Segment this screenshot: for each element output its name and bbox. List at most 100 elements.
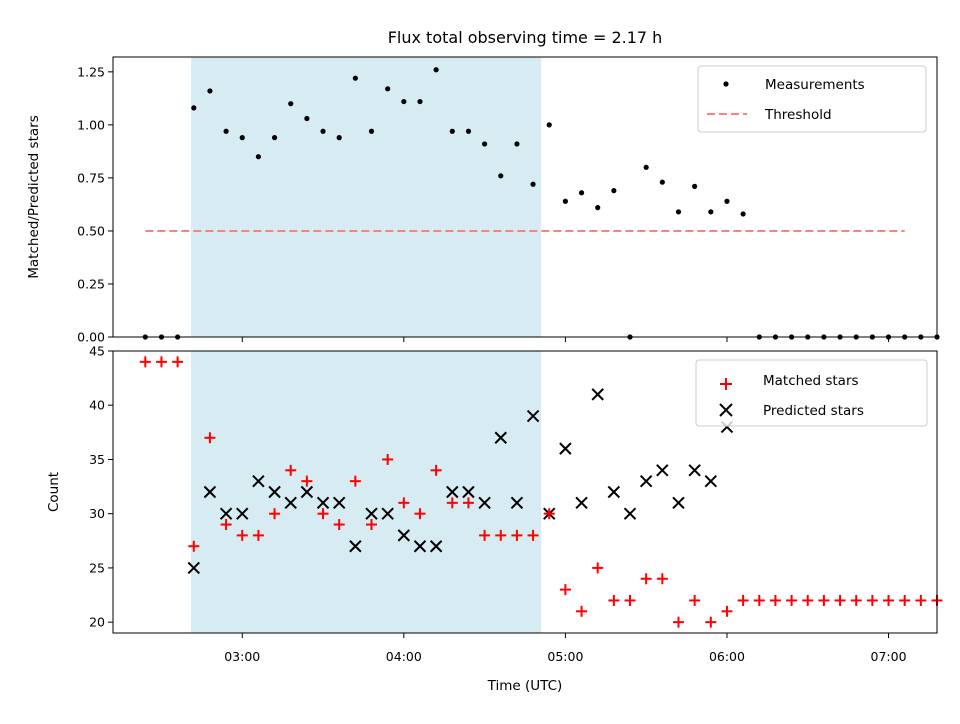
matched-star-marker: [818, 594, 830, 606]
top-ylabel: Matched/Predicted stars: [26, 115, 42, 278]
legend-threshold: Threshold: [764, 107, 832, 123]
legend-predicted-marker: [719, 403, 733, 417]
matched-star-marker: [915, 594, 927, 606]
ytick-label: 20: [89, 615, 105, 630]
xtick-label: 05:00: [547, 649, 583, 664]
predicted-star-marker: [236, 507, 249, 520]
matched-star-marker: [721, 605, 733, 617]
matched-star-marker: [382, 453, 394, 465]
matched-star-marker: [834, 594, 846, 606]
matched-star-marker: [317, 508, 329, 520]
matched-star-marker: [430, 464, 442, 476]
matched-star-marker: [543, 508, 555, 520]
measurement-point: [191, 105, 197, 111]
measurement-point: [643, 164, 649, 170]
matched-star-marker: [333, 519, 345, 531]
ytick-label: 0.50: [77, 223, 105, 238]
matched-star-marker: [899, 594, 911, 606]
matched-star-marker: [866, 594, 878, 606]
matched-star-marker: [269, 508, 281, 520]
bottom-legend: Matched stars Predicted stars: [695, 359, 928, 427]
measurement-point: [223, 128, 229, 134]
matched-star-marker: [689, 594, 701, 606]
ytick-label: 1.00: [77, 117, 105, 132]
matched-star-marker: [236, 529, 248, 541]
predicted-star-marker: [688, 464, 701, 477]
measurement-point: [482, 141, 488, 147]
predicted-star-marker: [672, 496, 685, 510]
matched-star-marker: [527, 529, 539, 541]
predicted-star-marker: [365, 507, 378, 520]
measurement-point: [611, 188, 617, 194]
measurement-point: [417, 98, 423, 105]
measurement-point: [352, 75, 358, 81]
predicted-star-marker: [462, 485, 475, 499]
ytick-label: 25: [89, 560, 105, 575]
measurement-point: [595, 205, 601, 211]
matched-star-marker: [414, 508, 426, 520]
ytick-label: 0.75: [77, 170, 105, 185]
bottom-xlabel: Time (UTC): [487, 678, 563, 694]
chart-title: Flux total observing time = 2.17 h: [388, 28, 663, 47]
matched-star-marker: [883, 594, 895, 606]
measurement-point: [304, 115, 310, 122]
ytick-label: 30: [89, 506, 105, 521]
predicted-star-marker: [526, 409, 540, 423]
matched-star-marker: [672, 616, 684, 628]
predicted-star-marker: [268, 485, 281, 499]
predicted-star-marker: [252, 474, 265, 488]
matched-star-marker: [479, 529, 491, 541]
xtick-label: 03:00: [224, 649, 260, 664]
matched-star-marker: [349, 475, 361, 487]
bottom-panel: 20 25 30 35 40 45 03:00 04:00 05:00 06:00 07:00 C…: [46, 344, 943, 694]
matched-star-marker: [204, 432, 216, 444]
measurement-point: [708, 209, 714, 215]
matched-star-marker: [252, 529, 264, 541]
measurement-point: [498, 173, 504, 179]
legend-matched-marker: [720, 378, 732, 390]
measurement-point: [465, 128, 472, 134]
xtick-label: 07:00: [871, 649, 907, 664]
predicted-star-marker: [559, 442, 572, 455]
ytick-label: 40: [89, 398, 105, 413]
bottom-axes-frame: [112, 350, 938, 634]
measurement-point: [546, 122, 552, 128]
matched-star-marker: [285, 464, 297, 476]
predicted-star-marker: [284, 496, 297, 510]
measurement-point: [271, 135, 278, 141]
measurement-point: [255, 154, 262, 160]
predicted-star-marker: [203, 485, 217, 499]
matched-star-marker: [705, 616, 717, 628]
predicted-star-marker: [446, 485, 459, 499]
measurement-point: [514, 141, 520, 147]
matched-star-marker: [559, 584, 571, 596]
legend-matched: Matched stars: [763, 373, 859, 389]
matched-star-marker: [753, 594, 765, 606]
ytick-label: 0.00: [77, 330, 105, 345]
matched-star-marker: [656, 573, 668, 585]
predicted-star-marker: [607, 485, 621, 499]
measurement-point: [530, 181, 536, 187]
measurement-point: [320, 128, 326, 134]
measurement-point: [433, 67, 439, 73]
matched-star-marker: [446, 497, 458, 509]
matched-star-marker: [786, 594, 798, 606]
matched-star-marker: [624, 594, 636, 606]
predicted-star-marker: [575, 496, 588, 510]
predicted-star-marker: [413, 540, 427, 553]
matched-star-marker: [188, 540, 200, 552]
ytick-label: 0.25: [77, 276, 105, 291]
matched-star-marker: [220, 519, 232, 531]
bottom-observing-window: [191, 351, 542, 633]
measurement-point: [724, 198, 730, 204]
matched-star-marker: [462, 497, 474, 509]
measurement-point: [288, 101, 294, 107]
matched-star-marker: [139, 356, 151, 368]
predicted-star-marker: [316, 496, 330, 510]
measurement-point: [401, 98, 407, 105]
predicted-star-marker: [219, 507, 233, 520]
measurement-point: [692, 183, 698, 189]
matched-star-marker: [495, 529, 507, 541]
measurement-point: [675, 209, 682, 215]
